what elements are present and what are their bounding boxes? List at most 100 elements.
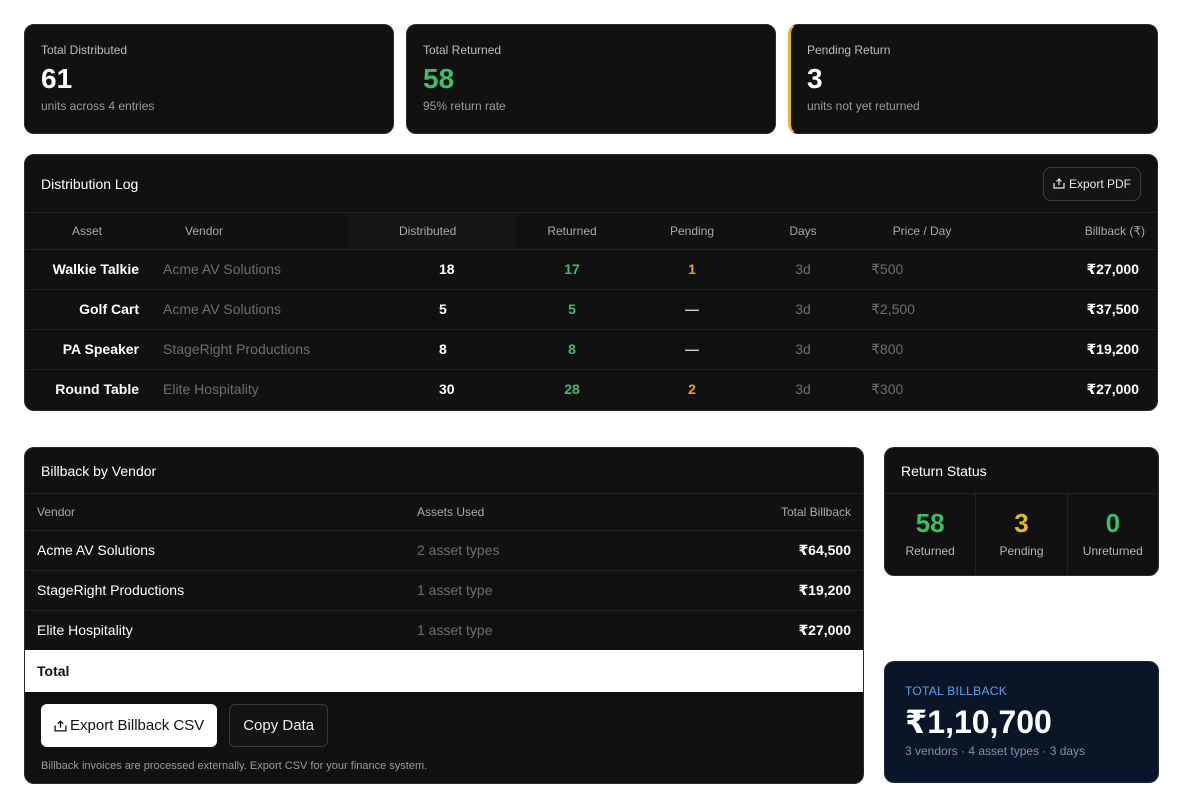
stat-label: Total Returned <box>423 43 502 57</box>
pending-label: Pending <box>999 544 1044 558</box>
vendor-name-cell: Acme AV Solutions <box>25 530 417 571</box>
pending-cell: 2 <box>688 381 696 398</box>
copy-data-button[interactable]: Copy Data <box>229 704 329 747</box>
vendor-cell: Elite Hospitality <box>163 381 259 398</box>
return-status-card: Return Status 58 Returned 3 Pending 0 Un… <box>884 447 1159 576</box>
column-header-days: Days <box>757 213 849 250</box>
billback-cell: ₹19,200 <box>995 329 1157 370</box>
stat-card-total-returned: Total Returned 58 95% return rate <box>406 24 776 134</box>
table-row: Walkie Talkie Acme AV Solutions 18 17 1 … <box>25 249 1157 290</box>
days-cell: 3d <box>757 289 849 330</box>
vendor-name-cell: StageRight Productions <box>25 570 417 611</box>
unreturned-count: 0 <box>1105 508 1121 538</box>
table-row: StageRight Productions 1 asset type ₹19,… <box>25 570 863 611</box>
total-billback-value: ₹1,10,700 <box>905 704 1052 740</box>
return-status-pending: 3 Pending <box>976 494 1068 574</box>
asset-cell: Round Table <box>55 381 139 398</box>
returned-cell: 5 <box>517 289 627 330</box>
return-status-title: Return Status <box>901 462 987 479</box>
column-header-total-billback: Total Billback <box>647 494 863 531</box>
distributed-cell: 8 <box>347 329 517 370</box>
return-status-returned: 58 Returned <box>885 494 977 574</box>
asset-cell: Golf Cart <box>25 289 149 330</box>
column-header-returned: Returned <box>517 213 627 250</box>
billback-cell: ₹37,500 <box>995 289 1157 330</box>
billback-by-vendor-header: Billback by Vendor <box>25 448 863 494</box>
total-billback-cell: ₹19,200 <box>647 570 863 611</box>
stat-value: 3 <box>807 63 823 94</box>
stat-sub: units across 4 entries <box>41 99 155 113</box>
returned-cell: 28 <box>564 381 580 398</box>
distribution-log-card: Distribution Log Export PDF Asset Vendor… <box>24 154 1158 411</box>
stat-label: Total Distributed <box>41 43 128 57</box>
column-header-asset: Asset <box>25 213 149 250</box>
column-header-vendor: Vendor <box>25 494 417 531</box>
table-header-row: Vendor Assets Used Total Billback <box>25 494 863 531</box>
stat-value: 58 <box>423 63 455 94</box>
distributed-cell: 18 <box>347 249 517 290</box>
price-cell: ₹2,500 <box>849 289 995 330</box>
vendor-cell: Acme AV Solutions <box>149 289 347 330</box>
export-pdf-label: Export PDF <box>1068 176 1131 191</box>
vendor-cell: Acme AV Solutions <box>149 249 347 290</box>
export-pdf-button[interactable]: Export PDF <box>1042 166 1141 201</box>
stat-label: Pending Return <box>807 43 891 57</box>
assets-used-cell: 2 asset types <box>417 530 647 571</box>
vendor-name-cell: Elite Hospitality <box>37 622 133 639</box>
price-cell: ₹800 <box>849 329 995 370</box>
total-billback-label: TOTAL BILLBACK <box>905 684 1008 698</box>
return-status-unreturned: 0 Unreturned <box>1068 494 1158 574</box>
return-status-header: Return Status <box>885 448 1158 494</box>
billback-by-vendor-card: Billback by Vendor Vendor Assets Used To… <box>24 447 864 784</box>
distribution-log-table: Asset Vendor Distributed Returned Pendin… <box>25 213 1157 409</box>
table-row: Elite Hospitality 1 asset type ₹27,000 <box>25 610 863 650</box>
stat-card-total-distributed: Total Distributed 61 units across 4 entr… <box>24 24 394 134</box>
stat-sub: 95% return rate <box>423 99 506 113</box>
returned-count: 58 <box>915 508 945 538</box>
billback-cell: ₹27,000 <box>995 249 1157 290</box>
column-header-billback: Billback (₹) <box>995 213 1157 250</box>
days-cell: 3d <box>757 329 849 370</box>
returned-cell: 17 <box>517 249 627 290</box>
total-label: Total <box>37 663 70 679</box>
stat-value: 61 <box>41 63 73 94</box>
vendor-cell: StageRight Productions <box>149 329 347 370</box>
price-cell: ₹300 <box>871 380 904 397</box>
pending-count: 3 <box>1014 508 1029 538</box>
return-status-grid: 58 Returned 3 Pending 0 Unreturned <box>885 494 1158 574</box>
assets-used-cell: 1 asset type <box>417 570 647 611</box>
billback-cell: ₹27,000 <box>1086 380 1139 397</box>
export-icon <box>54 720 67 732</box>
returned-cell: 8 <box>517 329 627 370</box>
billback-note: Billback invoices are processed external… <box>41 760 428 772</box>
table-row: Golf Cart Acme AV Solutions 5 5 — 3d ₹2,… <box>25 289 1157 330</box>
distributed-cell: 30 <box>439 381 455 398</box>
days-cell: 3d <box>795 381 811 398</box>
pending-cell: — <box>627 289 757 330</box>
days-cell: 3d <box>757 249 849 290</box>
vendor-actions: Export Billback CSV Copy Data <box>25 692 863 747</box>
distribution-log-header: Distribution Log Export PDF <box>25 155 1157 213</box>
table-row: Acme AV Solutions 2 asset types ₹64,500 <box>25 530 863 571</box>
vendor-table: Vendor Assets Used Total Billback Acme A… <box>25 494 863 650</box>
total-billback-cell: ₹64,500 <box>647 530 863 571</box>
table-row: PA Speaker StageRight Productions 8 8 — … <box>25 329 1157 370</box>
unreturned-label: Unreturned <box>1082 544 1143 558</box>
assets-used-cell: 1 asset type <box>417 622 493 639</box>
export-billback-csv-label: Export Billback CSV <box>70 717 205 734</box>
column-header-distributed: Distributed <box>347 213 517 250</box>
vendor-total-row: Total <box>25 650 863 692</box>
table-header-row: Asset Vendor Distributed Returned Pendin… <box>25 213 1157 250</box>
distribution-log-title: Distribution Log <box>41 175 139 192</box>
column-header-pending: Pending <box>627 213 757 250</box>
export-billback-csv-button[interactable]: Export Billback CSV <box>41 704 218 747</box>
table-row: Round Table Elite Hospitality 30 28 2 3d… <box>25 369 1157 409</box>
column-header-assets-used: Assets Used <box>417 494 647 531</box>
stat-sub: units not yet returned <box>807 99 920 113</box>
distributed-cell: 5 <box>347 289 517 330</box>
total-billback-card: TOTAL BILLBACK ₹1,10,700 3 vendors · 4 a… <box>884 661 1159 783</box>
total-billback-sub: 3 vendors · 4 asset types · 3 days <box>905 744 1086 758</box>
export-icon <box>1053 178 1065 189</box>
billback-by-vendor-title: Billback by Vendor <box>41 462 157 479</box>
price-cell: ₹500 <box>849 249 995 290</box>
